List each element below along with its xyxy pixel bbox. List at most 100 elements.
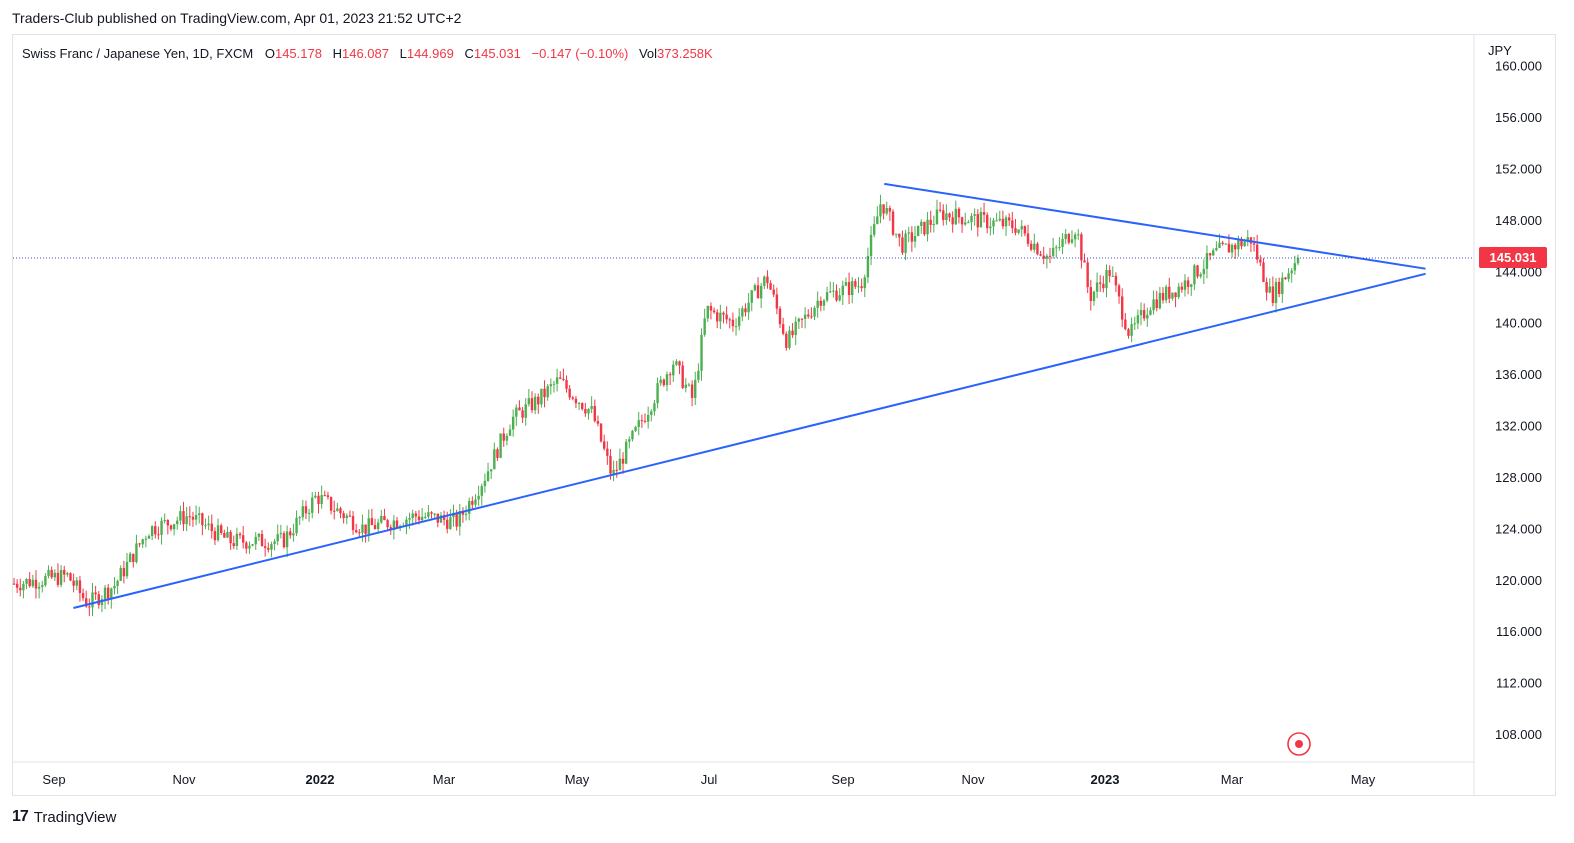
candle-body	[1183, 280, 1187, 290]
candle	[1036, 242, 1039, 256]
candle-body	[910, 232, 914, 242]
candle	[452, 504, 455, 527]
candle	[1212, 248, 1215, 257]
candle	[1215, 241, 1218, 252]
candle-body	[631, 430, 634, 440]
candle-body	[326, 495, 330, 498]
candle-body	[339, 508, 342, 514]
candle	[1221, 240, 1224, 246]
candle	[1007, 213, 1011, 227]
candle	[521, 407, 524, 423]
axis-currency[interactable]: JPY	[1488, 43, 1512, 58]
candle-body	[719, 312, 722, 322]
y-tick-label: 124.000	[1495, 521, 1542, 536]
candle	[392, 515, 396, 540]
candle-body	[342, 513, 345, 519]
candle-body	[446, 519, 449, 529]
candle	[94, 585, 97, 600]
candle-body	[1284, 277, 1287, 280]
candle-body	[1190, 284, 1193, 287]
candle-body	[414, 513, 418, 517]
candle-body	[703, 318, 706, 335]
candle	[292, 523, 295, 542]
symbol-title[interactable]: Swiss Franc / Japanese Yen, 1D, FXCM	[22, 46, 254, 61]
candle-body	[1011, 220, 1014, 229]
candle	[515, 404, 518, 426]
candle-body	[1252, 243, 1256, 245]
candle	[1004, 215, 1008, 236]
candle	[530, 391, 534, 414]
candle	[894, 233, 898, 239]
candle	[411, 509, 414, 526]
candle	[694, 371, 697, 406]
candle	[555, 368, 559, 392]
candle	[559, 371, 562, 380]
candle	[540, 388, 543, 408]
candle	[471, 496, 474, 509]
candle	[376, 518, 380, 533]
candle	[785, 331, 788, 351]
chart-frame[interactable]	[12, 34, 1556, 796]
trendline-resistance[interactable]	[884, 182, 1426, 270]
candle	[336, 502, 339, 512]
candle-body	[458, 511, 461, 527]
candle-body	[989, 226, 992, 229]
candle	[433, 512, 436, 518]
candle-body	[970, 215, 973, 223]
candle	[1102, 275, 1105, 293]
candle	[63, 565, 66, 583]
candle	[480, 483, 483, 506]
candle-body	[260, 533, 264, 547]
candle-body	[1133, 323, 1136, 325]
candle-body	[1212, 250, 1215, 256]
last-price-tag: 145.031	[1479, 247, 1547, 269]
candle-body	[559, 377, 562, 379]
candle-body	[1161, 292, 1165, 301]
candle	[342, 510, 345, 524]
candle	[1020, 220, 1023, 237]
x-tick-label: May	[1351, 772, 1376, 787]
candle-body	[653, 403, 656, 412]
candle	[976, 209, 979, 237]
candle	[25, 578, 28, 589]
trendline-support-long[interactable]	[73, 272, 1426, 609]
candle	[913, 226, 917, 248]
candle-body	[499, 433, 502, 458]
x-tick-label: May	[565, 772, 590, 787]
candle-body	[860, 286, 863, 289]
candle	[872, 216, 876, 238]
candle-body	[1036, 243, 1039, 255]
candle-body	[885, 208, 888, 214]
candle	[549, 378, 553, 395]
candle	[100, 595, 104, 613]
candle	[750, 289, 753, 312]
candle-body	[590, 406, 593, 409]
candle	[204, 518, 207, 530]
candle	[69, 572, 72, 582]
candle-body	[665, 374, 669, 386]
candle-body	[891, 211, 895, 235]
replay-icon[interactable]	[1287, 732, 1311, 756]
candle-body	[119, 568, 122, 581]
candle-body	[678, 361, 681, 366]
candle	[289, 527, 292, 539]
candle	[672, 360, 675, 383]
candle	[891, 209, 895, 237]
candle	[1095, 272, 1099, 299]
y-tick-label: 148.000	[1495, 213, 1542, 228]
candle-body	[1268, 286, 1271, 293]
candle	[624, 438, 628, 465]
candle-body	[94, 592, 97, 595]
candle-body	[747, 302, 750, 313]
candle-body	[1089, 287, 1093, 301]
candle	[254, 532, 257, 550]
candle	[232, 535, 235, 550]
candle-body	[1193, 265, 1196, 285]
candle	[1120, 288, 1124, 328]
candle-body	[267, 547, 270, 550]
footer-branding[interactable]: 17 TradingView	[12, 808, 116, 826]
candle-body	[301, 506, 305, 518]
footer-brand: TradingView	[33, 808, 117, 826]
candle	[1158, 286, 1162, 310]
